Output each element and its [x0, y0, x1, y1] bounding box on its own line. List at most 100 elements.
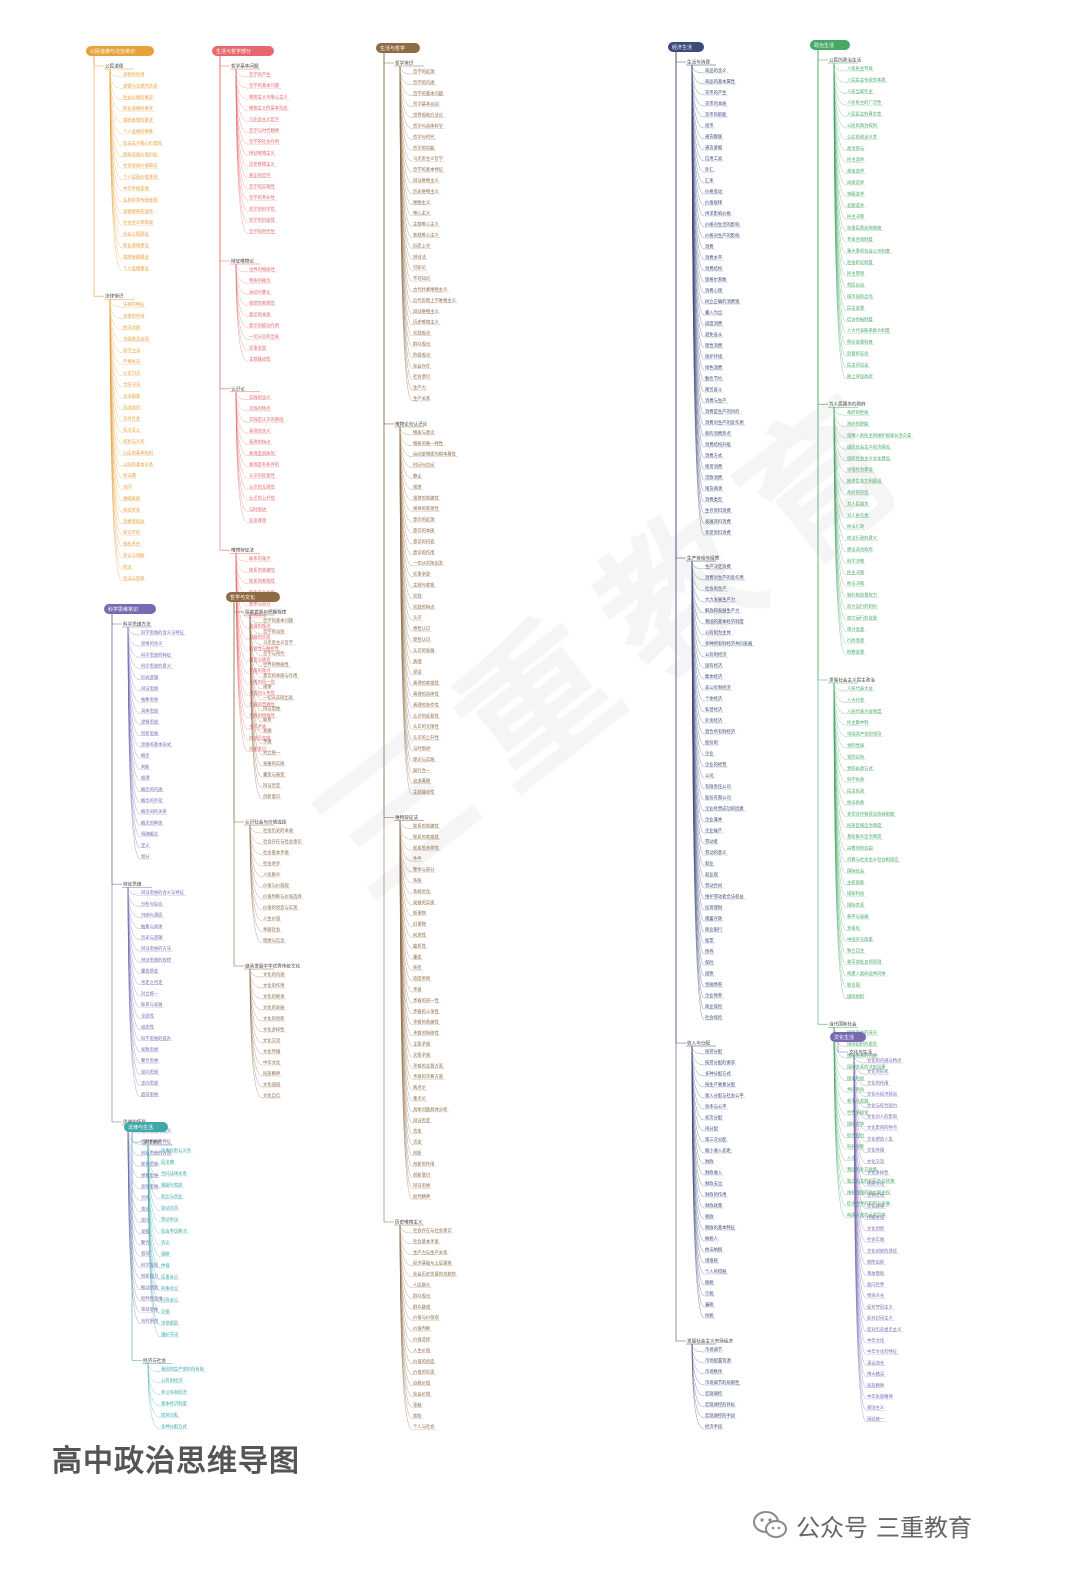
- leaf-label: 批判性思维: [141, 1295, 163, 1302]
- leaf-label: 道德的作用: [123, 71, 144, 78]
- leaf-label: 社会实践: [867, 1236, 885, 1243]
- leaf-label: 价值的实现: [413, 1369, 435, 1376]
- leaf-label: 个人品德的修养: [123, 128, 154, 135]
- leaf-label: 索取: [413, 1412, 422, 1419]
- leaf-label: 曲折性: [413, 942, 427, 949]
- leaf-connector: [235, 553, 249, 562]
- leaf-label: 生产关系: [413, 395, 431, 402]
- leaf-label: 企业: [705, 750, 714, 757]
- leaf-label: 发展: [263, 727, 272, 734]
- leaf-label: 法律援助: [161, 1320, 178, 1327]
- leaf-label: 个体经济: [705, 695, 723, 702]
- branch-pill: [830, 1032, 866, 1042]
- leaf-connector: [109, 299, 123, 308]
- leaf-label: 群众路线: [413, 1303, 431, 1310]
- connector-line: [383, 53, 394, 425]
- leaf-label: 依法治国: [123, 324, 140, 331]
- leaf-label: 法治社会: [123, 415, 141, 422]
- leaf-label: 分析与综合: [141, 900, 163, 907]
- leaf-label: 世界的物质性: [263, 661, 289, 668]
- leaf-label: 村民自治: [847, 282, 865, 289]
- leaf-label: 勤俭节约: [705, 375, 722, 382]
- sub-branch-label: 法律常识: [143, 1139, 162, 1146]
- leaf-connector: [399, 1224, 413, 1266]
- leaf-connector: [109, 68, 123, 271]
- leaf-label: 宏观调控的手段: [705, 1412, 736, 1419]
- leaf-label: 认识: [413, 614, 422, 621]
- leaf-label: 历史唯物主义: [413, 319, 439, 326]
- leaf-connector: [691, 1343, 705, 1353]
- leaf-connector: [399, 65, 413, 140]
- leaf-label: 群众观点: [413, 1292, 431, 1299]
- leaf-label: 基层群众自治制度: [847, 833, 882, 840]
- leaf-label: 民主决策: [847, 213, 865, 220]
- leaf-label: 依法决策: [847, 580, 865, 587]
- leaf-connector: [833, 407, 847, 416]
- leaf-connector: [691, 64, 705, 140]
- leaf-connector: [127, 887, 141, 907]
- branch-pill: [104, 604, 156, 614]
- leaf-label: 文化创新: [867, 1225, 885, 1232]
- leaf-connector: [147, 1144, 161, 1223]
- leaf-label: 世界文化: [867, 1191, 885, 1198]
- leaf-label: 实践的含义: [249, 394, 271, 401]
- leaf-label: 批判精神: [413, 1193, 430, 1200]
- leaf-connector: [833, 407, 847, 655]
- leaf-label: 社情民意反映制度: [847, 225, 882, 232]
- leaf-label: 明确概念: [141, 831, 159, 838]
- leaf-connector: [109, 299, 123, 319]
- leaf-label: 条件: [413, 855, 422, 862]
- leaf-connector: [235, 263, 249, 362]
- leaf-connector: [691, 1343, 705, 1419]
- leaf-label: 货币的本质: [705, 100, 727, 107]
- branch-pill: [226, 592, 280, 602]
- leaf-label: 辩证否定: [413, 1117, 431, 1124]
- leaf-label: 有限责任公司: [705, 783, 731, 790]
- leaf-label: 历史唯物主义: [249, 161, 275, 168]
- leaf-label: 依法纳税: [705, 1246, 723, 1253]
- leaf-label: 哲学与时代精神: [249, 127, 279, 134]
- leaf-connector: [109, 299, 123, 376]
- leaf-label: 消费对生产的反作用: [705, 574, 744, 581]
- sub-branch-label: 生活与消费: [687, 59, 710, 66]
- leaf-label: 市场秩序: [705, 1368, 723, 1375]
- leaf-label: 恩格尔系数: [705, 276, 727, 283]
- leaf-label: 辩证唯物主义: [249, 149, 275, 156]
- leaf-connector: [127, 626, 141, 703]
- leaf-label: 古代朴素唯物主义: [413, 286, 448, 293]
- connector-line: [93, 56, 104, 297]
- leaf-label: 反对守旧主义: [867, 1303, 893, 1310]
- leaf-connector: [399, 426, 413, 468]
- leaf-label: 民族精神: [867, 1382, 884, 1389]
- leaf-label: 检察监督: [847, 649, 865, 656]
- leaf-label: 概念: [141, 752, 150, 759]
- leaf-label: 对人民负责: [847, 512, 869, 519]
- leaf-label: 哲学的派别: [263, 628, 284, 635]
- leaf-label: 哲学的社会作用: [249, 138, 279, 145]
- leaf-label: 实事求是: [413, 571, 431, 578]
- leaf-connector: [235, 391, 249, 468]
- leaf-label: 舆论监督制度: [847, 339, 873, 346]
- leaf-label: 诉讼: [161, 1239, 170, 1246]
- leaf-label: 客观唯心主义: [413, 232, 439, 239]
- sub-branch-label: 文化与生活: [849, 1049, 872, 1056]
- leaf-label: 就业与创业: [161, 1193, 183, 1200]
- leaf-label: 保障人民民主和维护国家长治久安: [847, 432, 912, 439]
- leaf-label: 实事求是: [249, 344, 267, 351]
- leaf-label: 社会存在与社会意识: [413, 1227, 452, 1234]
- leaf-label: 婚姻家庭: [123, 495, 141, 502]
- leaf-label: 人民代表大会: [847, 685, 873, 692]
- leaf-label: 联系的普遍性: [249, 566, 275, 573]
- leaf-label: 政府的宗旨: [847, 489, 868, 496]
- leaf-label: 生产决定消费: [705, 563, 731, 570]
- branch-pill: [212, 46, 274, 56]
- leaf-label: 文化多样性: [867, 1169, 889, 1176]
- leaf-connector: [147, 1144, 161, 1338]
- leaf-label: 哲学的产生: [249, 71, 271, 78]
- leaf-label: 党的性质: [847, 742, 865, 749]
- leaf-connector: [399, 65, 413, 107]
- leaf-label: 货币的产生: [705, 89, 727, 96]
- leaf-label: 大力发展生产力: [705, 596, 735, 603]
- leaf-label: 量变与质变: [263, 771, 285, 778]
- leaf-label: 社会存在: [413, 362, 431, 369]
